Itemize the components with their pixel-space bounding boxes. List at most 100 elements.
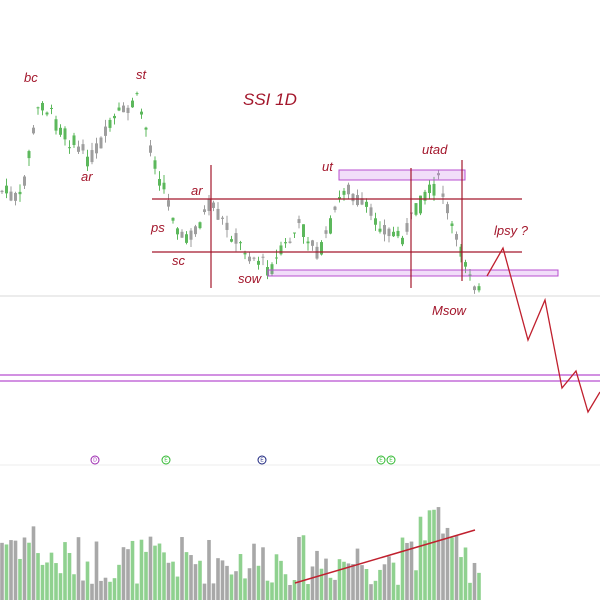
- volume-bar: [63, 542, 67, 600]
- candle-body: [189, 230, 193, 240]
- candle-body: [167, 200, 170, 207]
- candle-body: [419, 195, 422, 214]
- volume-bar: [445, 527, 450, 600]
- candle-body: [27, 151, 31, 159]
- marker-label: E: [389, 457, 393, 463]
- candle-body: [338, 197, 341, 199]
- volume-bars: [0, 507, 481, 600]
- candle-body: [477, 286, 481, 291]
- marker[interactable]: [257, 455, 267, 465]
- candle-body: [45, 112, 49, 115]
- candles: [0, 91, 481, 294]
- volume-bar: [220, 560, 225, 600]
- candle-body: [423, 191, 427, 201]
- candle-body: [122, 105, 125, 113]
- volume-bar: [351, 564, 355, 600]
- volume-bar: [229, 574, 234, 600]
- candle-body: [203, 209, 206, 213]
- volume-bar: [40, 564, 45, 600]
- volume-bar: [360, 565, 364, 600]
- volume-bar: [139, 539, 144, 600]
- candle-body: [248, 256, 251, 262]
- candle-body: [104, 126, 107, 136]
- volume-bar: [18, 558, 22, 600]
- volume-bar: [36, 553, 40, 600]
- sow-zone: [267, 269, 559, 277]
- volume-bar: [337, 559, 342, 600]
- candle-body: [212, 202, 215, 208]
- candle-body: [90, 150, 94, 163]
- volume-bar: [315, 550, 319, 600]
- volume-bar: [378, 569, 382, 600]
- volume-bar: [364, 569, 369, 600]
- candle-body: [0, 190, 4, 193]
- candle-body: [14, 192, 17, 201]
- marker[interactable]: [376, 455, 386, 465]
- volume-bar: [184, 552, 189, 600]
- volume-bar: [135, 583, 139, 600]
- volume-bar: [391, 562, 396, 600]
- candle-body: [113, 115, 116, 119]
- volume-bar: [373, 580, 378, 600]
- candle-body: [72, 135, 76, 145]
- candle-body: [468, 274, 472, 277]
- candle-body: [324, 230, 328, 234]
- volume-bar: [99, 580, 103, 600]
- volume-bar: [454, 535, 459, 600]
- annotation: bc: [24, 70, 38, 85]
- volume-bar: [94, 541, 99, 600]
- candle-body: [185, 234, 188, 243]
- volume-bar: [166, 562, 171, 600]
- volume-bar: [301, 535, 306, 600]
- candle-body: [261, 256, 265, 258]
- volume-bar: [0, 542, 4, 600]
- candle-body: [288, 241, 292, 243]
- volume-bar: [369, 584, 373, 600]
- volume-bar: [382, 564, 387, 600]
- chart-title: SSI 1D: [243, 90, 297, 109]
- candle-body: [284, 242, 287, 244]
- volume-bar: [265, 580, 270, 600]
- volume-bar: [90, 583, 94, 600]
- annotation: ar: [191, 183, 203, 198]
- candle-body: [86, 156, 89, 167]
- volume-bar: [193, 564, 198, 600]
- volume-bar: [180, 537, 184, 600]
- candle-body: [378, 228, 382, 232]
- annotation: utad: [422, 142, 448, 157]
- candle-body: [216, 208, 220, 220]
- volume-bar: [427, 510, 432, 600]
- candle-body: [351, 193, 355, 202]
- candle-body: [329, 218, 332, 234]
- candle-body: [9, 191, 13, 201]
- candle-body: [347, 184, 350, 195]
- volume-bar: [67, 552, 72, 600]
- volume-bar: [117, 564, 121, 600]
- candle-body: [297, 219, 301, 223]
- volume-bar: [319, 568, 324, 600]
- candle-body: [234, 233, 238, 244]
- volume-bar: [274, 554, 279, 600]
- candle-body: [441, 193, 445, 197]
- candle-body: [401, 237, 404, 245]
- volume-bar: [198, 560, 202, 600]
- volume-bar: [409, 541, 414, 600]
- volume-bar: [49, 552, 54, 600]
- volume-bar: [450, 537, 454, 600]
- marker[interactable]: [386, 455, 396, 465]
- marker[interactable]: [90, 455, 100, 465]
- candle-body: [171, 217, 175, 221]
- candle-body: [387, 228, 391, 237]
- volume-bar: [333, 579, 337, 600]
- volume-bar: [216, 558, 220, 600]
- volume-bar: [85, 561, 90, 600]
- candle-body: [63, 128, 67, 140]
- marker[interactable]: [161, 455, 171, 465]
- volume-bar: [171, 561, 175, 600]
- projection: [486, 246, 600, 414]
- marker-label: E: [260, 457, 264, 463]
- volume-bar: [126, 549, 130, 600]
- candle-body: [311, 240, 314, 246]
- volume-bar: [355, 548, 360, 600]
- annotation: Msow: [432, 303, 468, 318]
